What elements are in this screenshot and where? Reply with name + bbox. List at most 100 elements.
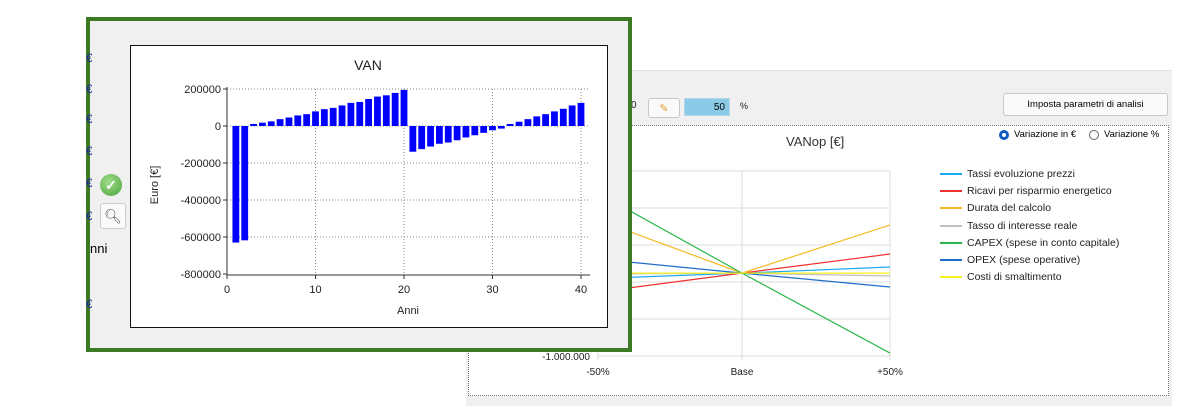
legend-swatch xyxy=(940,276,962,279)
bar xyxy=(365,98,372,126)
magnifier-icon: 🔍︎ xyxy=(104,207,122,224)
percent-input[interactable]: 50 xyxy=(684,98,730,116)
bar xyxy=(232,126,240,243)
paint-brush-icon: ✎ xyxy=(659,102,669,115)
bar xyxy=(356,101,364,126)
legend-item: Ricavi per risparmio energetico xyxy=(940,182,1119,199)
bar xyxy=(489,126,496,131)
bar xyxy=(444,126,452,143)
legend-swatch xyxy=(940,224,962,227)
bar xyxy=(276,119,284,126)
legend-label: Tasso di interesse reale xyxy=(967,219,1078,232)
y-tick-label: 200000 xyxy=(184,84,221,96)
bar xyxy=(436,126,443,144)
bar xyxy=(312,111,319,126)
check-circle-icon[interactable]: ✓ xyxy=(100,174,122,196)
x-tick-label: 20 xyxy=(398,284,410,296)
bar xyxy=(347,102,355,126)
bar xyxy=(285,117,293,126)
bar xyxy=(241,126,249,241)
radio-unselected-icon xyxy=(1089,129,1099,140)
bar xyxy=(577,102,585,126)
y-tick-label: -600000 xyxy=(181,232,221,244)
bar xyxy=(391,92,399,126)
bar xyxy=(382,95,390,126)
legend-item: OPEX (spese operative) xyxy=(940,251,1119,268)
radio-label: Variazione in € xyxy=(1014,129,1077,140)
bar xyxy=(427,126,434,147)
legend-swatch xyxy=(940,172,962,175)
radio-variation-euro[interactable]: Variazione in € xyxy=(999,129,1076,140)
set-analysis-params-button[interactable]: Imposta parametri di analisi xyxy=(1003,93,1168,116)
bar xyxy=(497,126,505,129)
clipped-currency-glyph: € xyxy=(86,209,92,223)
bar xyxy=(533,116,541,126)
vanop-legend: Tassi evoluzione prezzi Ricavi per rispar… xyxy=(940,165,1119,286)
bar xyxy=(453,126,461,141)
percent-unit: % xyxy=(740,101,749,111)
radio-label: Variazione % xyxy=(1104,129,1160,140)
legend-item: Costi di smaltimento xyxy=(940,269,1119,286)
x-tick-label: -50% xyxy=(586,367,609,378)
legend-swatch xyxy=(940,207,962,210)
bar xyxy=(338,105,346,126)
clipped-currency-glyph: € xyxy=(86,82,92,96)
bar xyxy=(506,123,514,126)
bar xyxy=(515,121,523,126)
bar xyxy=(267,121,275,126)
x-tick-label: 0 xyxy=(224,284,230,296)
bar xyxy=(524,119,532,126)
legend-swatch xyxy=(940,189,962,192)
legend-item: Durata del calcolo xyxy=(940,200,1119,217)
y-tick-label: -1.000.000 xyxy=(542,352,590,363)
bar xyxy=(418,126,426,150)
bar xyxy=(568,105,576,126)
x-tick-label: +50% xyxy=(877,367,903,378)
chart-title: VAN xyxy=(354,57,382,73)
paint-brush-button[interactable]: ✎ xyxy=(648,98,680,118)
bar xyxy=(559,108,567,126)
legend-label: Ricavi per risparmio energetico xyxy=(967,184,1112,197)
y-tick-label: -200000 xyxy=(181,158,221,170)
y-tick-label: -800000 xyxy=(181,269,221,281)
x-tick-label: Base xyxy=(731,367,754,378)
legend-label: Durata del calcolo xyxy=(967,202,1052,215)
y-tick-label: -400000 xyxy=(181,195,221,207)
clipped-currency-glyph: € xyxy=(86,297,92,311)
partial-anni-label: nni xyxy=(90,241,108,256)
vanop-title: VANop [€] xyxy=(786,134,845,149)
clipped-currency-glyph: € xyxy=(86,51,92,65)
legend-label: CAPEX (spese in conto capitale) xyxy=(967,236,1120,249)
bar xyxy=(329,107,337,126)
radio-selected-icon xyxy=(999,129,1009,140)
partial-value: 0 xyxy=(631,100,637,111)
clipped-currency-glyph: € xyxy=(86,144,92,158)
legend-item: Tassi evoluzione prezzi xyxy=(940,165,1119,182)
bar xyxy=(259,122,266,126)
radio-variation-percent[interactable]: Variazione % xyxy=(1089,129,1159,140)
bar xyxy=(250,123,257,126)
bar xyxy=(480,126,488,133)
legend-item: CAPEX (spese in conto capitale) xyxy=(940,234,1119,251)
x-tick-label: 30 xyxy=(486,284,498,296)
x-axis-label: Anni xyxy=(397,305,419,317)
bar xyxy=(462,126,470,138)
zoom-button[interactable]: 🔍︎ xyxy=(100,203,126,229)
bar xyxy=(303,114,311,126)
bar xyxy=(471,126,479,136)
x-tick-label: 40 xyxy=(575,284,587,296)
legend-label: Tassi evoluzione prezzi xyxy=(967,167,1075,180)
legend-label: Costi di smaltimento xyxy=(967,271,1062,284)
legend-item: Tasso di interesse reale xyxy=(940,217,1119,234)
bar xyxy=(409,126,417,152)
bar xyxy=(400,89,408,126)
x-tick-label: 10 xyxy=(309,284,321,296)
legend-swatch xyxy=(940,259,962,262)
clipped-currency-glyph: € xyxy=(86,176,92,190)
legend-label: OPEX (spese operative) xyxy=(967,254,1081,267)
van-chart-box xyxy=(130,45,608,328)
bar xyxy=(294,115,302,126)
y-axis-label: Euro [€] xyxy=(149,166,161,205)
clipped-currency-glyph: € xyxy=(86,112,92,126)
